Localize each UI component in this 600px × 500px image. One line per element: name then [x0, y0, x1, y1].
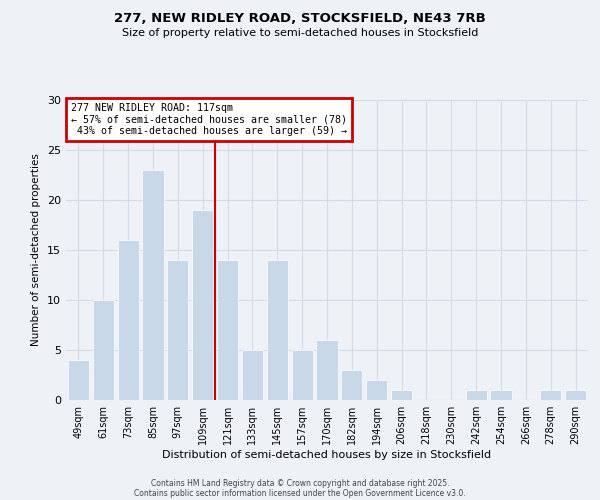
Text: Size of property relative to semi-detached houses in Stocksfield: Size of property relative to semi-detach…	[122, 28, 478, 38]
Bar	[540, 390, 561, 400]
Bar	[217, 260, 238, 400]
Bar	[391, 390, 412, 400]
Bar	[242, 350, 263, 400]
Y-axis label: Number of semi-detached properties: Number of semi-detached properties	[31, 154, 41, 346]
Bar	[292, 350, 313, 400]
Bar	[118, 240, 139, 400]
Bar	[167, 260, 188, 400]
Text: 277 NEW RIDLEY ROAD: 117sqm
← 57% of semi-detached houses are smaller (78)
 43% : 277 NEW RIDLEY ROAD: 117sqm ← 57% of sem…	[71, 103, 347, 136]
Bar	[316, 340, 338, 400]
Bar	[93, 300, 114, 400]
Bar	[466, 390, 487, 400]
Bar	[68, 360, 89, 400]
Text: Contains HM Land Registry data © Crown copyright and database right 2025.: Contains HM Land Registry data © Crown c…	[151, 478, 449, 488]
Text: 277, NEW RIDLEY ROAD, STOCKSFIELD, NE43 7RB: 277, NEW RIDLEY ROAD, STOCKSFIELD, NE43 …	[114, 12, 486, 26]
X-axis label: Distribution of semi-detached houses by size in Stocksfield: Distribution of semi-detached houses by …	[163, 450, 491, 460]
Bar	[341, 370, 362, 400]
Bar	[192, 210, 213, 400]
Bar	[490, 390, 512, 400]
Bar	[267, 260, 288, 400]
Bar	[142, 170, 164, 400]
Bar	[565, 390, 586, 400]
Text: Contains public sector information licensed under the Open Government Licence v3: Contains public sector information licen…	[134, 488, 466, 498]
Bar	[366, 380, 387, 400]
